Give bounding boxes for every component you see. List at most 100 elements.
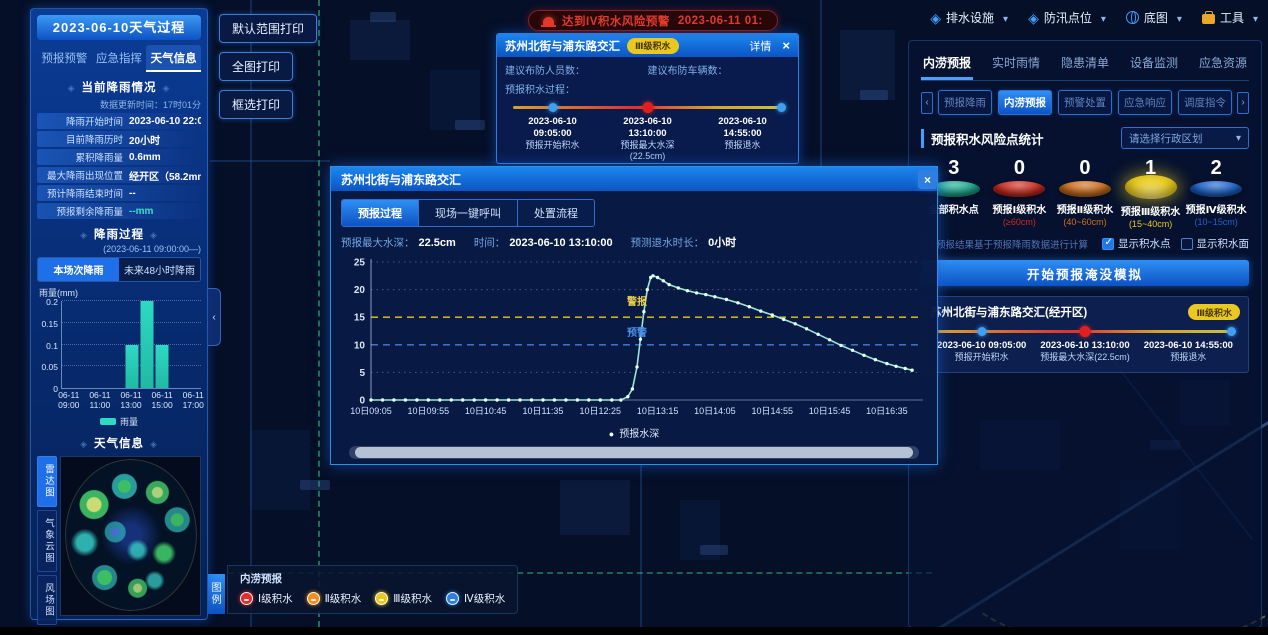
close-icon[interactable] <box>782 38 790 53</box>
chevron-left-icon[interactable]: ‹ <box>921 91 933 114</box>
map-block <box>350 20 410 60</box>
rain-tab[interactable]: 未来48小时降雨 <box>119 258 200 281</box>
right-panel-tab[interactable]: 应急资源 <box>1198 56 1247 70</box>
dialog-tab[interactable]: 预报过程 <box>342 200 419 226</box>
legend-label: 雨量 <box>119 417 138 427</box>
alert-time: 2023-06-11 01: <box>677 14 763 27</box>
svg-text:10日13:15: 10日13:15 <box>637 406 679 416</box>
panel-tab[interactable]: 应急指挥 <box>96 53 142 65</box>
sub-tab[interactable]: 预报降雨 <box>938 90 992 115</box>
rain-process-tabs: 本场次降雨 未来48小时降雨 <box>37 257 201 282</box>
pond-icon <box>993 181 1046 197</box>
info-label: 最大降雨出现位置 <box>46 171 123 182</box>
map-block <box>840 30 895 100</box>
stat-item[interactable]: 1 预报Ⅲ级积水 (15~40cm) <box>1118 157 1184 230</box>
legend-item-label: Ⅳ级积水 <box>464 593 506 605</box>
risk-alert-banner[interactable]: 达到IV积水风险预警 2023-06-11 01: <box>528 10 778 31</box>
timeline-dot[interactable] <box>1079 326 1091 337</box>
print-button[interactable]: 全图打印 <box>219 52 294 81</box>
svg-text:10: 10 <box>354 340 366 351</box>
timeline-label: 预报退水 <box>724 139 761 150</box>
weather-image-tab[interactable]: 风场图 <box>37 574 57 625</box>
sub-tab[interactable]: 预警处置 <box>1058 90 1112 115</box>
scrollbar-thumb[interactable] <box>355 447 913 458</box>
info-label: 降雨开始时间 <box>65 117 123 128</box>
sub-tab[interactable]: 内涝预报 <box>998 90 1052 115</box>
menu-drainage-facilities[interactable]: ◈ 排水设施 <box>930 9 1008 26</box>
rain-info-rows: 降雨开始时间 2023-06-10 22:00 目前降雨历时 20小时 累积降雨… <box>37 113 201 219</box>
radar-image[interactable] <box>60 456 201 616</box>
svg-text:10日16:35: 10日16:35 <box>866 406 908 416</box>
timeline-dot[interactable] <box>642 102 653 113</box>
chevron-right-icon[interactable]: › <box>1237 91 1249 114</box>
menu-label: 工具 <box>1219 11 1244 25</box>
print-button[interactable]: 框选打印 <box>219 90 294 119</box>
legend-item-label: Ⅱ级积水 <box>324 593 362 605</box>
print-button[interactable]: 默认范围打印 <box>219 14 318 43</box>
display-checkboxes: 显示积水点 显示积水面 <box>1102 236 1249 251</box>
map-toolbar: ◈ 排水设施 ◈ 防汛点位 底图 工具 <box>930 9 1258 26</box>
panel-collapse-handle[interactable]: ‹ <box>208 288 221 346</box>
alert-text: 达到IV积水风险预警 <box>562 15 670 28</box>
display-checkbox[interactable]: 显示积水点 <box>1102 236 1171 251</box>
right-panel-tab[interactable]: 内涝预报 <box>921 51 974 80</box>
legend-group-title: 内涝预报 <box>240 573 282 585</box>
layers-icon: ◈ <box>930 9 942 26</box>
chevron-down-icon <box>1232 132 1241 144</box>
close-icon[interactable] <box>918 170 937 189</box>
start-simulation-button[interactable]: 开始预报淹没模拟 <box>921 260 1249 286</box>
risk-point-card[interactable]: 苏州北街与浦东路交汇(经开区) Ⅲ级积水 2023-06-10 09:05:00… <box>921 296 1249 374</box>
stat-label: 预报Ⅲ级积水 <box>1120 207 1181 218</box>
panel-title: 2023-06-10天气过程 <box>37 15 201 40</box>
right-panel: 内涝预报 实时雨情 隐患清单 设备监测 应急资源 ‹ 预报降雨 内涝预报 预警处置 应急响应调… <box>908 40 1262 627</box>
sub-tab[interactable]: 调度指令 <box>1178 90 1232 115</box>
right-panel-tab[interactable]: 隐患清单 <box>1060 56 1109 70</box>
panel-tab[interactable]: 预报预警 <box>41 53 88 65</box>
timeline-time: 2023-06-10 14:55:00 <box>1143 340 1233 351</box>
dialog-tab[interactable]: 处置流程 <box>518 200 594 226</box>
weather-image-tab[interactable]: 雷达图 <box>37 456 57 507</box>
sub-tab-row: ‹ 预报降雨 内涝预报 预警处置 应急响应 调度指令 › <box>921 90 1249 115</box>
map-block <box>560 480 630 535</box>
waterlogging-level-icon <box>306 592 320 605</box>
dialog-tab[interactable]: 现场一键呼叫 <box>419 200 518 226</box>
chevron-down-icon <box>1097 11 1106 25</box>
menu-tools[interactable]: 工具 <box>1201 9 1258 26</box>
chart-scrollbar[interactable] <box>349 446 919 459</box>
menu-flood-points[interactable]: ◈ 防汛点位 <box>1028 9 1106 26</box>
info-row: 累积降雨量 0.6mm <box>37 149 201 165</box>
weather-image-tab[interactable]: 气象云图 <box>37 509 57 572</box>
sub-tab[interactable]: 应急响应 <box>1118 90 1172 115</box>
checkbox-icon[interactable] <box>1102 237 1114 250</box>
stat-item[interactable]: 3 全部积水点 <box>921 157 987 230</box>
popup-title: 苏州北街与浦东路交汇 <box>505 40 620 53</box>
timeline-dot[interactable] <box>1226 327 1236 336</box>
panel-tab[interactable]: 天气信息 <box>146 45 202 72</box>
section-weather-info: 天气信息 <box>37 435 201 451</box>
menu-basemap[interactable]: 底图 <box>1125 9 1182 26</box>
legend-tab[interactable]: 图例 <box>204 574 225 614</box>
dialog-header[interactable]: 苏州北街与浦东路交汇 <box>331 167 937 191</box>
menu-label: 底图 <box>1143 11 1168 25</box>
timeline-dot[interactable] <box>548 103 557 112</box>
display-checkbox[interactable]: 显示积水面 <box>1180 236 1249 251</box>
map-road <box>210 160 330 162</box>
legend-items: Ⅰ级积水 Ⅱ级积水 Ⅲ级积水 Ⅳ级积水 <box>240 591 505 606</box>
right-panel-tab[interactable]: 设备监测 <box>1129 56 1178 70</box>
detail-link[interactable]: 详情 <box>749 40 772 53</box>
region-select[interactable]: 请选择行政区划 <box>1121 127 1249 149</box>
stat-item[interactable]: 2 预报Ⅳ级积水 (10~15cm) <box>1183 157 1249 230</box>
legend-item-label: Ⅰ级积水 <box>258 593 293 605</box>
section-current-rain: 当前降雨情况 <box>37 79 201 95</box>
checkbox-icon[interactable] <box>1180 237 1193 250</box>
waterlogging-level-icon <box>446 592 460 605</box>
stat-item[interactable]: 0 预报Ⅰ级积水 (≥60cm) <box>987 157 1053 230</box>
rain-tab[interactable]: 本场次降雨 <box>38 258 119 281</box>
right-panel-tab[interactable]: 实时雨情 <box>991 56 1040 70</box>
timeline-dot[interactable] <box>977 327 987 336</box>
region-select-value: 请选择行政区划 <box>1129 132 1203 145</box>
stat-item[interactable]: 0 预报Ⅱ级积水 (40~60cm) <box>1052 157 1118 230</box>
timeline-dot[interactable] <box>777 103 786 112</box>
rain-process-subtitle: (2023-06-11 09:00:00—) <box>103 244 201 254</box>
